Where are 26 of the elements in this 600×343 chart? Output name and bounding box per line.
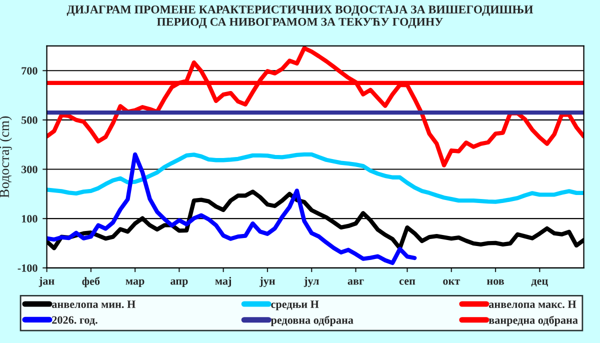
line-series (46, 152, 584, 204)
chart-title: ДИЈАГРАМ ПРОМЕНЕ КАРАКТЕРИСТИЧНИХ ВОДОСТАЈА ЗА ВИШЕГОДИШЊИ ПЕРИОД СА НИВОГРАМОМ ЗА ТЕКУЋУ ГОДИНУ (66, 6, 534, 28)
x-tick-label: дец (531, 279, 548, 287)
y-tick-label: 100 (22, 215, 38, 223)
legend-label: 2026. год. (52, 316, 98, 326)
x-tick-label: авг (348, 279, 364, 285)
x-tick-label: јун (260, 276, 276, 288)
legend-label: средњи H (271, 300, 319, 310)
x-tick-label: сеп (399, 279, 416, 285)
x-tick-label: нов (486, 279, 504, 285)
x-tick-label: мар (126, 279, 144, 287)
x-tick-label: јул (304, 276, 319, 288)
x-tick-label: феб (82, 276, 100, 288)
y-tick-label: 300 (22, 166, 38, 174)
legend-label: ванредна одбрана (488, 316, 578, 326)
y-tick-label: 700 (22, 67, 38, 75)
legend-label: анвелопа мин. H (52, 300, 136, 308)
x-tick-label: окт (443, 279, 460, 285)
y-tick-label: 500 (22, 116, 38, 124)
legend-label: анвелопа макс. H (488, 300, 576, 308)
x-tick-label: апр (170, 279, 188, 287)
y-tick-label: -100 (18, 264, 38, 272)
x-tick-label: мај (215, 276, 232, 287)
line-series (46, 152, 417, 266)
legend-label: редовна одбрана (270, 316, 354, 326)
x-tick-label: јан (38, 276, 54, 287)
